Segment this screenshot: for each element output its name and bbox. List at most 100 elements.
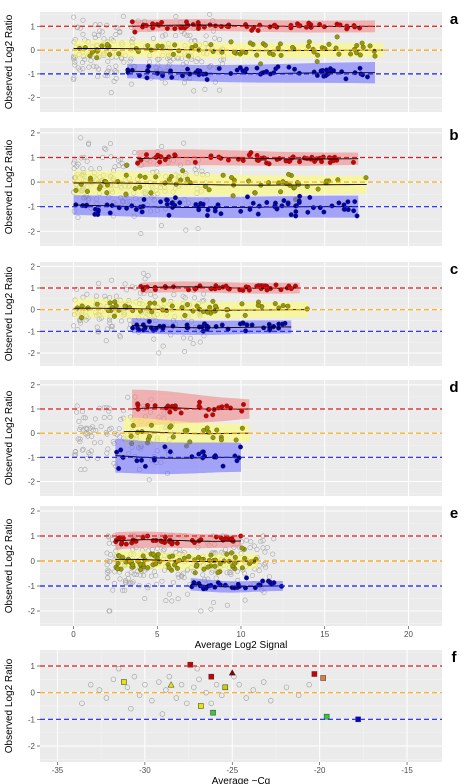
background-point: [120, 13, 126, 19]
background-point: [173, 695, 180, 701]
background-point: [81, 415, 87, 421]
y-tick-label: 1: [31, 405, 36, 414]
data-point: [234, 458, 240, 464]
data-point: [189, 584, 195, 590]
data-point: [166, 565, 172, 571]
background-point: [160, 343, 166, 349]
background-point: [72, 59, 78, 65]
data-point: [180, 168, 186, 174]
background-point: [193, 59, 199, 65]
background-point: [105, 575, 111, 581]
data-point: [220, 172, 226, 178]
data-point: [267, 580, 273, 586]
data-point: [95, 209, 101, 214]
background-point: [84, 426, 90, 432]
data-point: [144, 75, 150, 81]
background-point: [184, 591, 190, 597]
background-point: [208, 606, 214, 612]
data-point: [196, 451, 202, 457]
x-tick-label: -25: [226, 766, 238, 775]
data-point: [295, 21, 300, 27]
data-point: [112, 313, 117, 319]
background-point: [71, 14, 77, 20]
data-point: [276, 305, 282, 311]
y-tick-label: 0: [31, 429, 36, 438]
x-axis-title: Average −Cq: [212, 776, 270, 784]
y-tick-label: 1: [31, 22, 36, 31]
data-point: [304, 184, 310, 190]
background-point: [97, 28, 103, 34]
data-point: [133, 207, 139, 212]
data-point: [315, 186, 321, 192]
background-point: [110, 676, 117, 683]
background-point: [105, 567, 111, 573]
background-point: [256, 568, 262, 574]
y-tick-label: -1: [28, 715, 36, 724]
background-point: [106, 540, 112, 546]
data-point: [172, 195, 178, 201]
data-point: [238, 208, 244, 214]
data-point: [175, 565, 180, 571]
background-point: [74, 286, 80, 292]
data-point: [201, 566, 207, 572]
background-point: [271, 536, 277, 542]
data-point: [210, 412, 216, 418]
data-point: [267, 50, 273, 56]
data-point: [240, 320, 246, 326]
panel-b: -2 -1 0 1 2 Observed Log2 Ratio b: [4, 127, 459, 246]
data-point: [167, 409, 173, 415]
data-point: [107, 52, 113, 58]
y-tick-label: 0: [31, 689, 36, 698]
data-point: [229, 536, 235, 541]
background-point: [104, 450, 110, 456]
panel-letter: c: [450, 261, 458, 278]
data-point: [178, 410, 184, 416]
background-point: [77, 439, 83, 445]
background-point: [116, 163, 122, 169]
loess-line: [137, 156, 359, 160]
data-point: [145, 43, 151, 49]
y-tick-label: -2: [28, 94, 36, 103]
background-point: [132, 150, 138, 156]
plot-area: [79, 661, 361, 723]
data-point: [345, 199, 351, 205]
data-point: [219, 322, 225, 328]
data-point: [194, 303, 200, 309]
background-point: [79, 700, 85, 707]
y-axis-title: Observed Log2 Ratio: [4, 390, 15, 485]
background-point: [187, 32, 193, 38]
data-point: [168, 423, 174, 429]
background-point: [108, 323, 114, 329]
background-point: [93, 427, 99, 433]
data-point: [166, 177, 172, 183]
background-point: [79, 447, 85, 453]
data-point: [185, 66, 190, 72]
background-point: [85, 431, 91, 437]
background-point: [103, 430, 109, 436]
panel-letter: b: [449, 127, 458, 144]
data-point: [207, 304, 213, 310]
data-point: [218, 437, 224, 443]
panel-letter: d: [449, 379, 458, 396]
y-tick-label: 0: [31, 306, 36, 315]
data-point: [343, 76, 349, 82]
data-point: [307, 195, 313, 200]
background-point: [173, 33, 179, 39]
data-point: [144, 152, 149, 158]
background-point: [74, 403, 80, 409]
data-point: [206, 187, 212, 193]
background-point: [163, 598, 169, 604]
data-point: [158, 199, 164, 205]
data-point: [266, 180, 272, 186]
background-point: [92, 416, 98, 422]
data-point: [195, 26, 201, 31]
x-tick-label: 20: [404, 630, 413, 639]
data-point: [331, 68, 337, 74]
data-point: [169, 74, 175, 80]
data-point: [372, 53, 378, 59]
data-point: [276, 321, 282, 327]
data-point: [296, 181, 302, 187]
background-point: [118, 416, 124, 422]
background-point: [75, 161, 81, 167]
data-point: [172, 152, 178, 158]
